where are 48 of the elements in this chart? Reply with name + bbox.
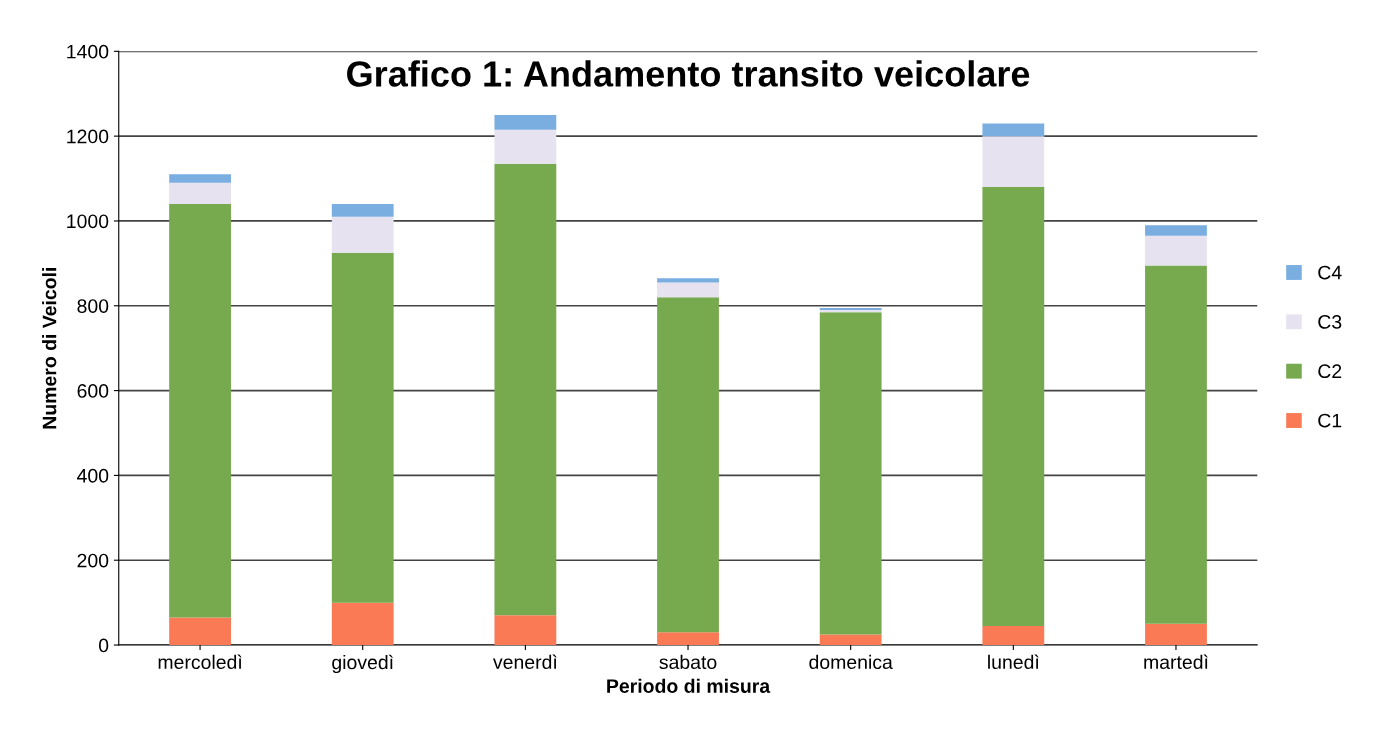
legend-label: C1 <box>1318 413 1342 428</box>
x-tick-label: giovedì <box>332 654 393 674</box>
bar <box>657 278 719 283</box>
bar <box>331 252 394 603</box>
bar <box>331 216 394 253</box>
bar <box>494 114 557 130</box>
x-tick-label: lunedì <box>988 654 1039 670</box>
bar <box>657 297 719 633</box>
bar <box>169 617 231 646</box>
y-tick-label: 1000 <box>67 214 109 229</box>
bar <box>169 182 231 204</box>
bar <box>982 136 1045 188</box>
y-tick-label: 1200 <box>67 129 109 144</box>
bar <box>819 634 882 646</box>
bar <box>1145 623 1207 646</box>
x-tick-label: domenica <box>809 654 893 670</box>
y-tick-label: 200 <box>77 553 109 568</box>
bar <box>331 602 394 646</box>
bar <box>657 282 719 298</box>
y-tick-label: 1400 <box>67 44 109 59</box>
legend-label: C4 <box>1318 265 1342 280</box>
bar <box>819 312 882 635</box>
bar <box>494 163 557 616</box>
bar <box>1145 265 1207 624</box>
bar <box>657 632 719 646</box>
y-tick-label: 0 <box>98 638 109 653</box>
bar <box>1145 225 1207 236</box>
x-tick-label: venerdì <box>493 654 557 670</box>
x-tick-label: mercoledì <box>158 654 242 670</box>
legend-label: C2 <box>1318 364 1342 379</box>
y-tick-label: 800 <box>77 299 109 313</box>
x-tick-label: martedì <box>1144 654 1208 670</box>
legend-label: C3 <box>1318 315 1342 329</box>
bar <box>169 203 231 618</box>
bar <box>982 187 1045 626</box>
x-tick-label: sabato <box>659 654 717 670</box>
bar <box>982 123 1045 137</box>
y-tick-label: 400 <box>77 468 109 483</box>
bar <box>1145 235 1207 266</box>
bar <box>982 625 1045 646</box>
bar <box>494 615 557 646</box>
bar <box>169 174 231 183</box>
y-tick-label: 600 <box>77 384 109 398</box>
bar <box>331 203 394 217</box>
x-axis-title: Periodo di misura <box>607 678 771 693</box>
y-axis-title: Numero di Veicoli <box>42 267 57 429</box>
chart-title: Grafico 1: Andamento transito veicolare <box>347 60 1030 87</box>
bar <box>494 129 557 164</box>
